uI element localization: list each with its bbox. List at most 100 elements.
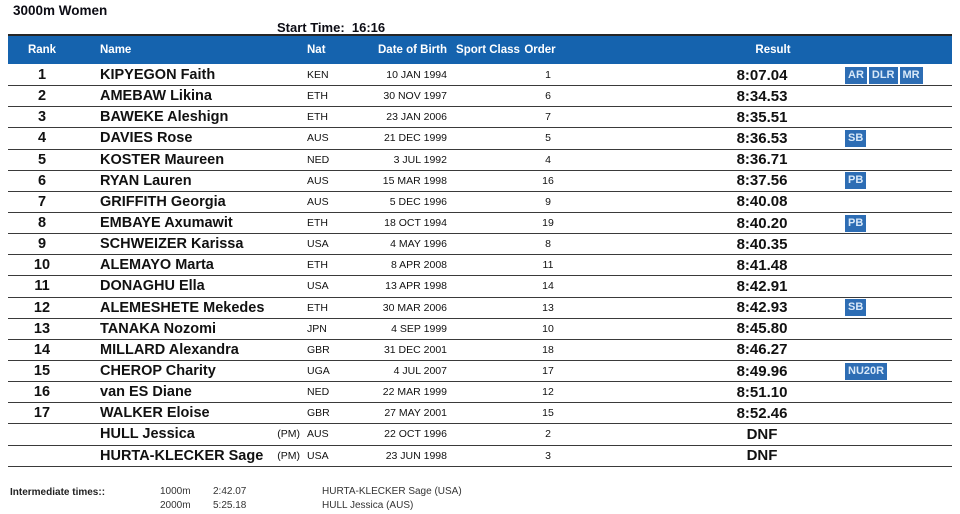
result-cell: 8:40.20 (736, 214, 788, 232)
pacemaker-marker (262, 319, 300, 339)
column-header-result: Result (755, 44, 791, 56)
athlete-name-cell: SCHWEIZER Karissa (100, 236, 244, 253)
nationality-cell: USA (307, 280, 329, 293)
pacemaker-marker (262, 213, 300, 233)
column-header-dob: Date of Birth (378, 44, 447, 56)
date-of-birth-cell: 4 SEP 1999 (391, 322, 447, 335)
date-of-birth-cell: 18 OCT 1994 (384, 217, 447, 230)
pacemaker-marker (262, 86, 300, 106)
pacemaker-marker (262, 276, 300, 296)
nationality-cell: ETH (307, 217, 328, 230)
rank-cell: 2 (37, 88, 47, 105)
order-cell: 14 (542, 280, 554, 293)
record-badges: SB (845, 128, 867, 148)
nationality-cell: ETH (307, 259, 328, 272)
record-badge: PB (845, 172, 867, 190)
pacemaker-marker: (PM) (277, 449, 300, 462)
rank-cell: 17 (33, 405, 51, 422)
pacemaker-marker (262, 340, 300, 360)
rank-cell: 1 (37, 67, 47, 84)
date-of-birth-cell: 21 DEC 1999 (383, 132, 447, 145)
date-of-birth-cell: 10 JAN 1994 (386, 69, 447, 82)
rank-cell: 16 (33, 384, 51, 401)
rank-cell: 6 (37, 172, 47, 189)
order-cell: 11 (542, 259, 554, 272)
intermediate-times-label: Intermediate times:: (10, 487, 106, 498)
result-cell: 8:36.71 (736, 151, 788, 169)
order-cell: 7 (545, 111, 551, 124)
order-cell: 18 (542, 343, 554, 356)
column-header-name: Name (100, 44, 132, 56)
pacemaker-marker (262, 150, 300, 170)
result-cell: DNF (746, 447, 778, 465)
table-row: 8 EMBAYE Axumawit ETH 18 OCT 1994 19 8:4… (8, 213, 952, 235)
pacemaker-marker (262, 234, 300, 254)
record-badge: SB (845, 299, 867, 317)
order-cell: 19 (542, 217, 554, 230)
rank-cell: 7 (37, 193, 47, 210)
table-row: 5 KOSTER Maureen NED 3 JUL 1992 4 8:36.7… (8, 150, 952, 171)
column-header-nat: Nat (307, 44, 326, 56)
results-rows: 1 KIPYEGON Faith KEN 10 JAN 1994 1 8:07.… (8, 65, 952, 467)
nationality-cell: UGA (307, 365, 330, 378)
athlete-name-cell: GRIFFITH Georgia (100, 193, 226, 210)
table-row: 10 ALEMAYO Marta ETH 8 APR 2008 11 8:41.… (8, 255, 952, 277)
nationality-cell: AUS (307, 195, 329, 208)
date-of-birth-cell: 22 MAR 1999 (382, 386, 447, 399)
result-cell: 8:46.27 (736, 341, 788, 359)
pacemaker-marker (262, 361, 300, 381)
order-cell: 12 (542, 386, 554, 399)
nationality-cell: NED (307, 386, 330, 399)
result-cell: 8:42.93 (736, 299, 788, 317)
split-athlete: HULL Jessica (AUS) (322, 499, 414, 511)
result-cell: 8:07.04 (736, 66, 788, 84)
result-cell: 8:37.56 (736, 172, 788, 190)
table-header-row: Rank Name Nat Date of Birth Sport Class … (8, 34, 952, 64)
column-header-rank: Rank (27, 44, 57, 56)
nationality-cell: USA (307, 449, 329, 462)
table-row: 17 WALKER Eloise GBR 27 MAY 2001 15 8:52… (8, 403, 952, 425)
athlete-name-cell: DAVIES Rose (100, 130, 193, 147)
nationality-cell: JPN (307, 322, 327, 335)
table-row: 4 DAVIES Rose AUS 21 DEC 1999 5 8:36.53 … (8, 128, 952, 150)
table-row: 7 GRIFFITH Georgia AUS 5 DEC 1996 9 8:40… (8, 192, 952, 213)
result-cell: DNF (746, 425, 778, 443)
pacemaker-marker (262, 192, 300, 212)
table-row: 11 DONAGHU Ella USA 13 APR 1998 14 8:42.… (8, 276, 952, 298)
rank-cell: 10 (33, 257, 51, 274)
record-badges: PB (845, 213, 867, 233)
athlete-name-cell: ALEMAYO Marta (100, 257, 214, 274)
record-badges: AR DLR MR (845, 65, 923, 85)
pacemaker-marker (262, 107, 300, 127)
table-row: 3 BAWEKE Aleshign ETH 23 JAN 2006 7 8:35… (8, 107, 952, 129)
table-row: 14 MILLARD Alexandra GBR 31 DEC 2001 18 … (8, 340, 952, 361)
nationality-cell: GBR (307, 407, 330, 420)
rank-cell (8, 424, 76, 444)
column-header-order: Order (524, 44, 556, 56)
order-cell: 3 (545, 449, 551, 462)
nationality-cell: KEN (307, 69, 329, 82)
nationality-cell: AUS (307, 132, 329, 145)
rank-cell: 15 (33, 363, 51, 380)
order-cell: 17 (542, 365, 554, 378)
order-cell: 5 (545, 132, 551, 145)
order-cell: 15 (542, 407, 554, 420)
table-row: HULL Jessica (PM) AUS 22 OCT 1996 2 DNF (8, 424, 952, 446)
table-row: 6 RYAN Lauren AUS 15 MAR 1998 16 8:37.56… (8, 171, 952, 192)
athlete-name-cell: BAWEKE Aleshign (100, 109, 229, 126)
record-badge: MR (899, 66, 923, 84)
date-of-birth-cell: 4 MAY 1996 (390, 238, 447, 251)
nationality-cell: ETH (307, 111, 328, 124)
date-of-birth-cell: 13 APR 1998 (385, 280, 447, 293)
date-of-birth-cell: 30 NOV 1997 (383, 90, 447, 103)
nationality-cell: GBR (307, 343, 330, 356)
record-badges: PB (845, 171, 867, 191)
split-time: 2:42.07 (213, 486, 247, 497)
date-of-birth-cell: 8 APR 2008 (390, 259, 447, 272)
table-row: 12 ALEMESHETE Mekedes ETH 30 MAR 2006 13… (8, 298, 952, 319)
table-row: 15 CHEROP Charity UGA 4 JUL 2007 17 8:49… (8, 361, 952, 383)
split-time: 5:25.18 (213, 499, 247, 511)
result-cell: 8:52.46 (736, 404, 788, 422)
table-row: 16 van ES Diane NED 22 MAR 1999 12 8:51.… (8, 382, 952, 404)
